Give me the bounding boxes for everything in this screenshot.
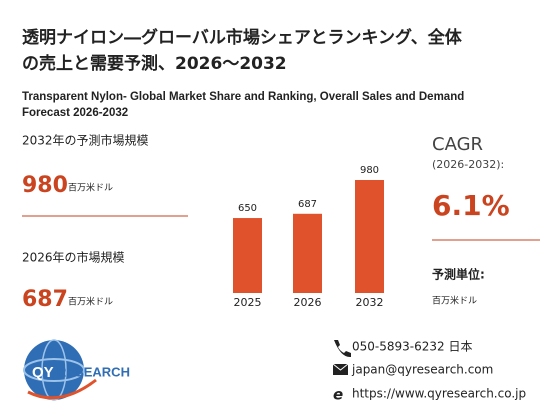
logo-globe — [24, 340, 84, 400]
value-label: 687 — [298, 199, 317, 210]
logo-swoosh — [27, 378, 97, 400]
subtitle: Forecast 2026-2032 — [22, 107, 128, 119]
bar — [293, 213, 322, 293]
cagr-label: CAGR — [432, 134, 483, 155]
title: 透明ナイロン―グローバル市場シェアとランキング、全体 — [22, 27, 463, 48]
value-label: 980 — [360, 165, 379, 176]
website: https://www.qyresearch.co.jp — [352, 387, 526, 401]
phone: 050-5893-6232 日本 — [352, 340, 472, 354]
x-tick-label: 2025 — [234, 296, 262, 309]
subtitle: Transparent Nylon- Global Market Share a… — [22, 91, 464, 103]
email: japan@qyresearch.com — [351, 363, 493, 377]
web-icon: e — [333, 386, 343, 404]
stat-label: 2032年の予測市場規模 — [22, 133, 149, 148]
x-tick-label: 2026 — [294, 296, 322, 309]
bar — [355, 180, 384, 293]
logo-text: RESEARCH — [57, 364, 130, 379]
unit: 百万米ドル — [432, 295, 477, 307]
stat-unit: 百万米ドル — [68, 182, 113, 194]
cagr-value: 6.1% — [432, 189, 510, 222]
logo-orbit — [23, 358, 85, 382]
cagr-period: (2026-2032): — [432, 158, 504, 171]
phone-icon — [334, 340, 351, 358]
stat-unit: 百万米ドル — [68, 296, 113, 308]
logo: QY RESEARCH — [23, 339, 130, 401]
logo-orbit — [41, 339, 67, 401]
x-tick-label: 2032 — [356, 296, 384, 309]
title: の売上と需要予測、2026～2032 — [22, 53, 287, 74]
mail-icon — [332, 363, 349, 371]
stat-value: 687 — [22, 287, 68, 312]
value-label: 650 — [238, 203, 257, 214]
unit-label: 予測単位: — [432, 267, 485, 282]
stat-label: 2026年の市場規模 — [22, 250, 125, 265]
bar — [233, 218, 262, 293]
logo-text: QY — [32, 364, 54, 381]
stat-value: 980 — [22, 173, 68, 198]
